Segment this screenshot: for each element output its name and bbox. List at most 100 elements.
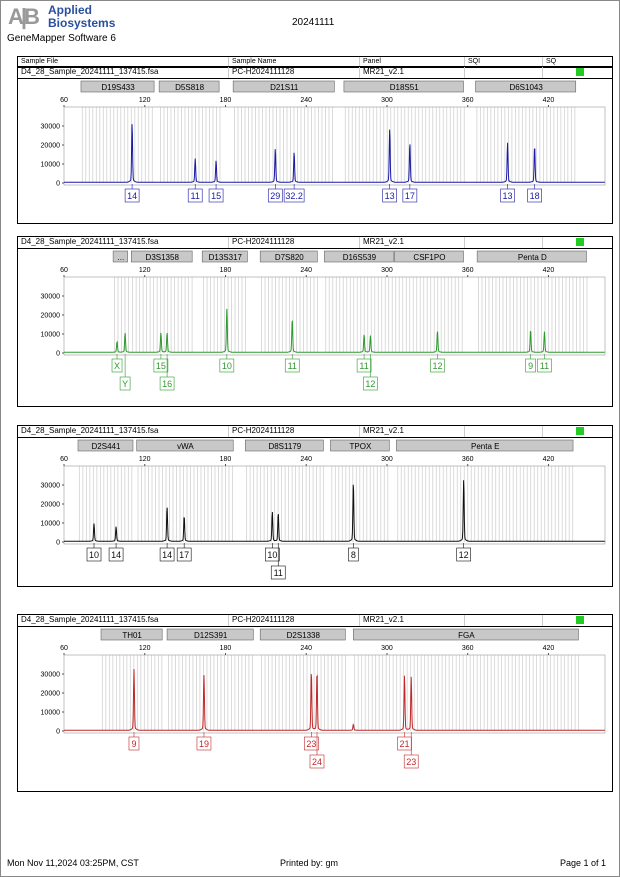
col-sqi: SQI: [465, 57, 543, 67]
allele-label: 32.2: [285, 191, 303, 201]
sq-cell: [543, 237, 612, 248]
locus-bar: [158, 80, 220, 93]
locus-bar: [112, 250, 128, 263]
locus-bar: [232, 80, 335, 93]
sqi-value: [465, 615, 543, 626]
locus-bar: [396, 439, 574, 452]
allele-label-box: [128, 736, 140, 751]
x-tick-label: 300: [381, 645, 393, 652]
sqi-value: [465, 237, 543, 248]
locus-label: D18S51: [390, 83, 419, 92]
allele-label: 17: [179, 550, 189, 560]
x-tick-label: 120: [139, 97, 151, 104]
panel-name: MR21_v2.1: [360, 615, 465, 626]
allele-label: 15: [211, 191, 221, 201]
sq-status-indicator: [576, 427, 584, 435]
allele-label-box: [270, 565, 286, 580]
allele-label: 11: [191, 191, 200, 201]
y-tick-label: 0: [56, 729, 60, 736]
y-tick-label: 0: [56, 181, 60, 188]
col-sq: SQ: [546, 58, 557, 65]
x-tick-label: 240: [300, 267, 312, 274]
x-tick-label: 60: [60, 645, 68, 652]
allele-label: 10: [267, 550, 277, 560]
y-tick-label: 10000: [41, 710, 61, 717]
footer-printed-by: Printed by: gm: [280, 858, 339, 868]
locus-bar: [244, 439, 324, 452]
allele-label: 23: [306, 739, 316, 749]
sq-cell: [543, 426, 612, 437]
report-title: 20241111: [292, 17, 335, 28]
locus-bar: [394, 250, 464, 263]
x-tick-label: 420: [543, 267, 555, 274]
allele-label-box: [153, 358, 169, 373]
sample-file: D4_28_Sample_20241111_137415.fsa: [18, 237, 229, 248]
sqi-value: [465, 67, 543, 78]
trace-line: [64, 480, 605, 542]
sq-status-indicator: [576, 238, 584, 246]
logo-text: Applied Biosystems: [48, 3, 116, 30]
allele-label: 12: [459, 550, 469, 560]
locus-bar: [259, 628, 346, 641]
allele-label-box: [356, 358, 372, 373]
x-tick-label: 360: [462, 97, 474, 104]
allele-label: 13: [503, 191, 513, 201]
allele-label-box: [309, 754, 325, 769]
locus-label: D21S11: [270, 83, 299, 92]
electropherogram-panel-4: D4_28_Sample_20241111_137415.fsa PC-H2024…: [17, 614, 613, 792]
locus-label: D19S433: [101, 83, 135, 92]
allele-label-box: [267, 188, 283, 203]
trace-line: [64, 308, 605, 353]
x-tick-label: 120: [139, 456, 151, 463]
trace-line: [64, 668, 605, 731]
col-sample-name: Sample Name: [229, 57, 360, 67]
allele-label-box: [402, 188, 418, 203]
allele-label: X: [114, 361, 120, 371]
x-tick-label: 120: [139, 267, 151, 274]
plot-area: [63, 106, 606, 186]
allele-label-box: [363, 376, 378, 391]
x-tick-label: 180: [220, 267, 232, 274]
locus-label: Penta D: [518, 253, 547, 262]
locus-bar: [343, 80, 464, 93]
sample-file: D4_28_Sample_20241111_137415.fsa: [18, 426, 229, 437]
sqi-value: [465, 426, 543, 437]
locus-label: CSF1PO: [413, 253, 445, 262]
locus-bar: [324, 250, 394, 263]
y-tick-label: 0: [56, 540, 60, 547]
sq-status-indicator: [576, 68, 584, 76]
locus-bar: [330, 439, 390, 452]
allele-label: 8: [351, 550, 356, 560]
y-tick-label: 10000: [41, 521, 61, 528]
allele-label: 23: [406, 757, 416, 767]
y-tick-label: 30000: [41, 294, 61, 301]
y-tick-label: 30000: [41, 672, 61, 679]
sample-name: PC-H2024111128: [229, 67, 360, 78]
plot-area: [63, 654, 606, 734]
x-tick-label: 240: [300, 645, 312, 652]
x-tick-label: 120: [139, 645, 151, 652]
allele-label-box: [219, 358, 235, 373]
allele-label-box: [119, 376, 131, 391]
x-tick-label: 180: [220, 456, 232, 463]
y-tick-label: 30000: [41, 124, 61, 131]
locus-bar: [100, 628, 163, 641]
locus-label: FGA: [458, 631, 475, 640]
allele-label: 21: [399, 739, 409, 749]
allele-label-box: [304, 736, 319, 751]
sample-file: D4_28_Sample_20241111_137415.fsa: [18, 615, 229, 626]
locus-label: Penta E: [471, 442, 499, 451]
allele-label: 19: [199, 739, 209, 749]
electropherogram-panel-2: D4_28_Sample_20241111_137415.fsa PC-H2024…: [17, 236, 613, 407]
sample-row: D4_28_Sample_20241111_137415.fsa PC-H2024…: [18, 426, 612, 438]
allele-label-box: [159, 547, 175, 562]
logo-mark: A|B: [8, 4, 40, 29]
y-tick-label: 30000: [41, 483, 61, 490]
allele-label-box: [196, 736, 212, 751]
locus-bar: [475, 80, 577, 93]
allele-label: 9: [528, 361, 533, 371]
locus-bar: [201, 250, 248, 263]
locus-label: D3S1358: [146, 253, 180, 262]
x-tick-label: 60: [60, 97, 68, 104]
